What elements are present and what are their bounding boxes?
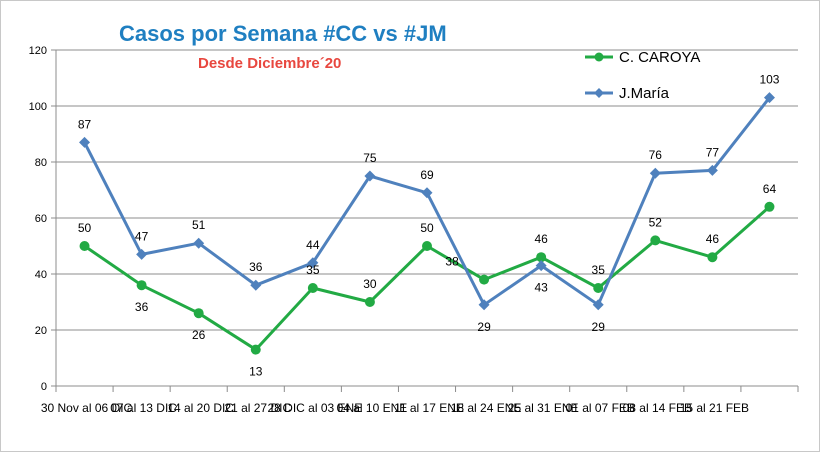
data-label-jmaria: 76: [649, 148, 663, 162]
x-tick-label: 08 al 14 FEB: [623, 401, 692, 415]
data-point-jmaria: [478, 299, 490, 311]
data-label-caroya: 36: [135, 300, 149, 314]
data-label-caroya: 46: [534, 232, 548, 246]
data-label-caroya: 46: [706, 232, 720, 246]
data-point-caroya: [422, 241, 432, 251]
y-tick-label: 120: [29, 45, 47, 57]
data-label-jmaria: 36: [249, 260, 263, 274]
data-point-caroya: [307, 283, 318, 293]
data-label-jmaria: 87: [78, 117, 92, 131]
x-tick-label: 21 al 27 DIC: [224, 401, 291, 415]
data-label-jmaria: 47: [135, 229, 149, 243]
data-point-caroya: [364, 297, 375, 307]
data-point-jmaria: [193, 237, 205, 249]
data-label-caroya: 52: [649, 215, 663, 229]
data-label-caroya: 50: [78, 221, 92, 235]
x-tick-label: 07 al 13 DIC: [110, 401, 177, 415]
data-point-caroya: [79, 241, 90, 251]
y-tick-label: 100: [29, 101, 47, 113]
data-label-jmaria: 44: [306, 238, 320, 252]
legend-item-caroya: C. CAROYA: [585, 39, 700, 75]
legend: C. CAROYA J.María: [585, 39, 700, 111]
data-point-jmaria: [592, 299, 604, 311]
legend-label-caroya: C. CAROYA: [619, 48, 701, 66]
series-markers: [79, 92, 775, 355]
x-tick-label: 18 al 24 ENE: [451, 401, 522, 415]
data-point-jmaria: [136, 248, 148, 260]
axes: [51, 49, 799, 392]
data-point-caroya: [193, 308, 204, 319]
data-point-caroya: [479, 274, 490, 285]
legend-swatch-jmaria: [585, 88, 613, 98]
legend-swatch-caroya: [585, 52, 613, 62]
data-label-jmaria: 69: [420, 168, 434, 182]
y-axis-ticks: 0 20 40 60 80 100 120: [29, 45, 47, 393]
data-point-caroya: [536, 252, 547, 263]
data-label-caroya: 13: [249, 365, 263, 379]
data-label-caroya: 35: [306, 263, 320, 277]
x-tick-label: 11 al 17 ENE: [394, 401, 464, 415]
data-point-jmaria: [421, 187, 433, 199]
x-tick-label: 28 DIC al 03 ENE: [267, 401, 362, 415]
data-point-jmaria: [79, 136, 91, 148]
x-tick-label: 01 al 07 FEB: [566, 401, 635, 415]
data-point-caroya: [250, 344, 261, 355]
y-tick-label: 80: [35, 157, 47, 169]
data-label-caroya: 64: [763, 182, 777, 196]
data-label-caroya: 30: [363, 277, 377, 291]
data-label-jmaria: 29: [592, 320, 606, 334]
data-point-jmaria: [535, 260, 547, 272]
x-tick-label: 15 al 21 FEB: [680, 401, 749, 415]
legend-label-jmaria: J.María: [619, 84, 670, 102]
data-label-caroya: 38: [445, 255, 459, 269]
gridlines: [56, 49, 798, 331]
data-point-caroya: [136, 280, 147, 291]
data-point-caroya: [707, 252, 718, 263]
data-label-caroya: 50: [420, 221, 434, 235]
data-point-caroya: [764, 201, 775, 212]
y-tick-label: 0: [41, 381, 47, 393]
data-label-caroya: 26: [192, 328, 206, 342]
data-label-caroya: 35: [592, 263, 606, 277]
x-tick-label: 04 al 10 ENE: [337, 401, 408, 415]
data-point-jmaria: [364, 170, 376, 182]
data-label-jmaria: 103: [759, 73, 779, 87]
x-tick-label: 30 Nov al 06 DIC: [41, 401, 133, 415]
data-point-jmaria: [250, 279, 262, 291]
data-point-jmaria: [307, 257, 319, 269]
data-point-caroya: [650, 235, 661, 246]
data-label-jmaria: 75: [363, 151, 377, 165]
data-label-jmaria: 77: [706, 145, 720, 159]
data-label-jmaria: 29: [477, 320, 491, 334]
x-tick-label: 25 al 31 ENE: [508, 401, 579, 415]
data-point-jmaria: [706, 164, 718, 176]
y-tick-label: 40: [35, 269, 47, 281]
data-point-jmaria: [763, 92, 775, 104]
data-label-jmaria: 43: [534, 281, 548, 295]
chart-title: Casos por Semana #CC vs #JM: [119, 21, 447, 46]
data-point-jmaria: [649, 167, 661, 179]
legend-item-jmaria: J.María: [585, 75, 700, 111]
data-label-jmaria: 51: [192, 218, 206, 232]
data-point-caroya: [593, 283, 604, 293]
data-labels: 50 36 26 13 35 30 50 38 46 35 52 46 64 87 47 51 36 44 75 69…: [78, 73, 780, 379]
x-tick-label: 14 al 20 DIC: [167, 401, 234, 415]
y-tick-label: 20: [35, 325, 47, 337]
chart-subtitle: Desde Diciembre´20: [198, 55, 342, 72]
y-tick-label: 60: [35, 213, 47, 225]
